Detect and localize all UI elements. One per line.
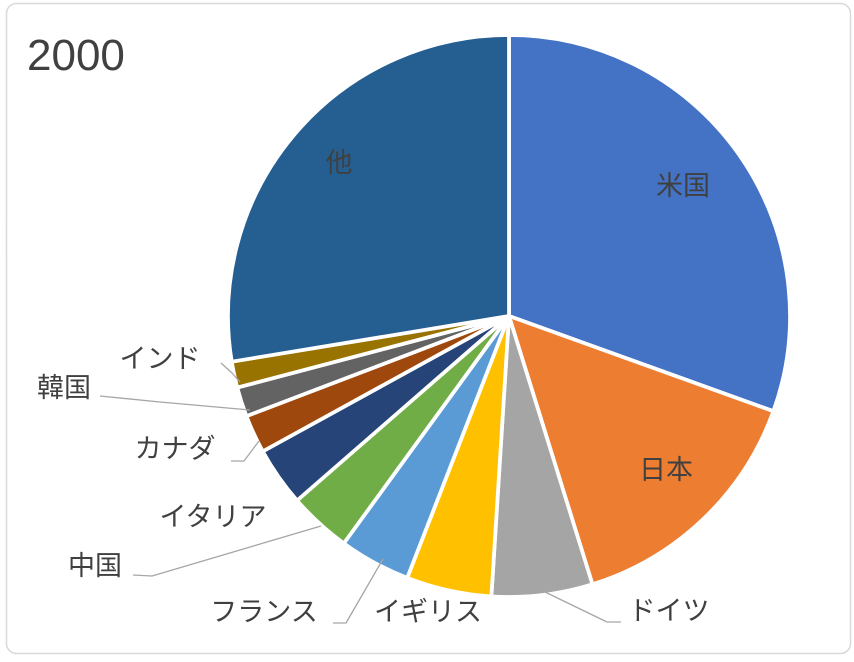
- pie-slice-japan: [507, 314, 776, 587]
- leader-line-france: [333, 558, 384, 624]
- pie-label-japan: 日本: [639, 455, 693, 485]
- pie-label-italy: イタリア: [160, 502, 267, 532]
- chart-title: 2000: [27, 31, 125, 80]
- leader-line-korea: [99, 395, 251, 411]
- leader-line-china: [132, 525, 322, 577]
- leader-line-india: [220, 362, 241, 383]
- pie-slice-usa: [507, 33, 792, 414]
- pie-label-france: フランス: [210, 597, 317, 627]
- pie-slice-others: [226, 33, 511, 364]
- pie-label-china: 中国: [68, 551, 122, 581]
- pie-label-germany: ドイツ: [629, 596, 710, 626]
- pie-label-others: 他: [326, 148, 353, 178]
- pie-label-korea: 韓国: [37, 373, 91, 403]
- pie-label-uk: イギリス: [374, 597, 482, 627]
- chart-frame-border: [5, 2, 852, 655]
- pie-label-india: インド: [120, 344, 201, 374]
- pie-label-canada: カナダ: [135, 434, 216, 464]
- leader-lines-group: [99, 362, 621, 624]
- pie-slices-group: [226, 33, 792, 599]
- leader-line-canada: [231, 440, 260, 462]
- pie-label-usa: 米国: [656, 171, 710, 201]
- leader-line-germany: [544, 591, 621, 623]
